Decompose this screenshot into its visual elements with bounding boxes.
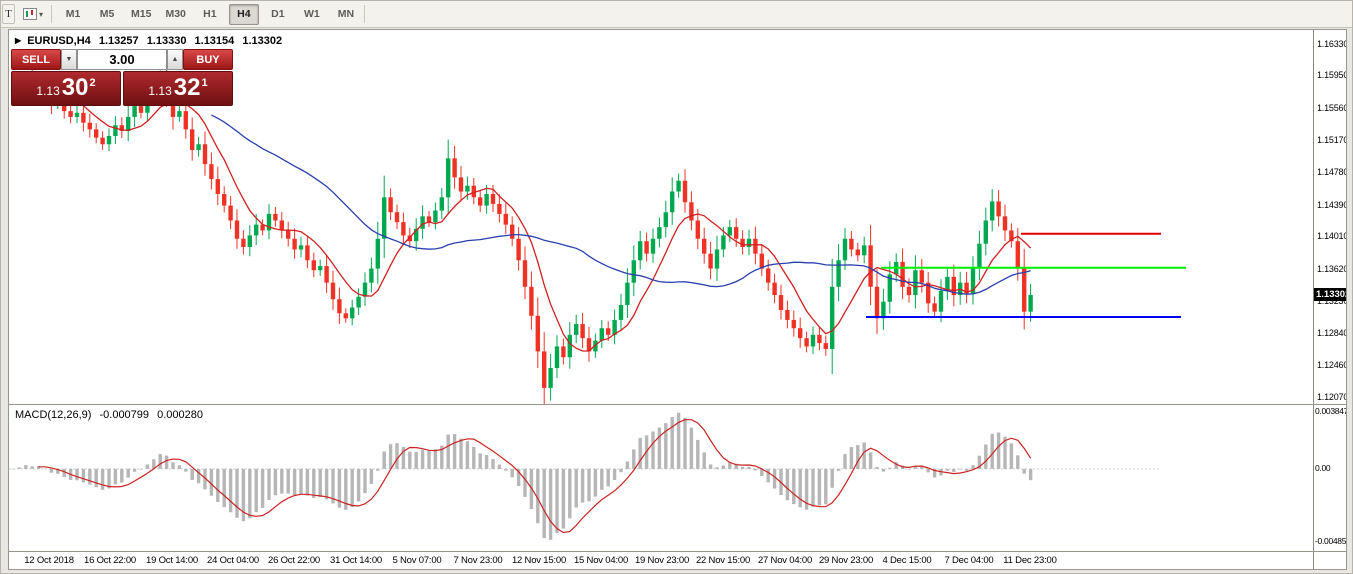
trade-panel-controls: SELL ▼ 3.00 ▲ BUY <box>11 49 233 70</box>
price-axis-label: 1.12840 <box>1317 328 1346 338</box>
macd-scale-zero: 0.00 <box>1315 463 1331 473</box>
main-chart-plot[interactable] <box>9 30 1313 404</box>
price-axis-divider <box>1313 30 1314 569</box>
price-axis-label: 1.14010 <box>1317 231 1346 241</box>
price-axis-label: 1.14780 <box>1317 167 1346 177</box>
price-axis-label: 1.15560 <box>1317 103 1346 113</box>
timeframe-button-m30[interactable]: M30 <box>165 7 186 20</box>
time-axis-label: 31 Oct 14:00 <box>330 555 382 566</box>
bid-price-pip: 2 <box>89 77 96 89</box>
symbol-name: EURUSD,H4 <box>27 35 91 47</box>
price-axis-label: 1.12070 <box>1317 392 1346 402</box>
time-axis-label: 5 Nov 07:00 <box>392 555 442 566</box>
price-axis-label: 1.15950 <box>1317 70 1346 80</box>
macd-scale-min: -0.004856 <box>1315 536 1346 546</box>
sell-button[interactable]: SELL <box>11 49 61 70</box>
volume-increase-button[interactable]: ▲ <box>167 49 183 70</box>
chart-window: ▶ EURUSD,H4 1.13257 1.13330 1.13154 1.13… <box>9 30 1346 569</box>
volume-decrease-button[interactable]: ▼ <box>61 49 77 70</box>
timeframe-button-m5[interactable]: M5 <box>99 7 115 20</box>
macd-value: -0.000799 <box>99 409 150 421</box>
time-axis-label: 29 Nov 23:00 <box>818 555 874 566</box>
timeframe-buttons: M1 M5 M15 M30 H1 H4 D1 W1 MN <box>58 3 361 25</box>
timeframe-button-h4[interactable]: H4 <box>228 3 259 25</box>
macd-signal-value: 0.000280 <box>157 409 203 421</box>
ohlc-close: 1.13302 <box>242 35 283 47</box>
sell-quote[interactable]: 1.13 30 2 <box>11 71 121 106</box>
volume-down-icon: ▼ <box>65 56 73 63</box>
time-axis-label: 24 Oct 04:00 <box>207 555 259 566</box>
toolbar: T ▾ M1 M5 M15 M30 H1 H4 D1 W1 MN <box>1 1 1352 28</box>
bid-price-prefix: 1.13 <box>36 84 60 98</box>
ask-price-big: 32 <box>173 74 201 101</box>
price-axis-label: 1.16330 <box>1317 39 1346 49</box>
volume-up-icon: ▲ <box>171 56 179 63</box>
time-axis-label: 19 Nov 23:00 <box>634 555 690 566</box>
time-axis-label: 27 Nov 04:00 <box>757 555 813 566</box>
macd-scale-max: 0.003847 <box>1315 406 1346 416</box>
timeframe-button-mn[interactable]: MN <box>337 7 355 20</box>
bid-price-big: 30 <box>61 74 89 101</box>
timeframe-button-h1[interactable]: H1 <box>203 7 217 20</box>
ohlc-open: 1.13257 <box>98 35 139 47</box>
price-axis-label: 1.13620 <box>1317 264 1346 274</box>
price-axis-label: 1.13230 <box>1317 296 1346 306</box>
time-axis-label: 12 Nov 15:00 <box>511 555 567 566</box>
symbol-ohlc-line: ▶ EURUSD,H4 1.13257 1.13330 1.13154 1.13… <box>15 35 287 47</box>
time-axis-label: 4 Dec 15:00 <box>882 555 932 566</box>
ask-price-pip: 1 <box>201 77 208 89</box>
time-axis-label: 7 Nov 23:00 <box>453 555 503 566</box>
macd-name: MACD(12,26,9) <box>15 409 92 421</box>
timeframe-button-w1[interactable]: W1 <box>304 7 320 20</box>
chevron-down-icon: ▾ <box>39 9 44 19</box>
time-axis-label: 12 Oct 2018 <box>24 555 74 566</box>
symbol-marker-icon: ▶ <box>15 36 22 45</box>
time-axis-label: 16 Oct 22:00 <box>84 555 136 566</box>
time-axis-label: 7 Dec 04:00 <box>944 555 994 566</box>
time-axis-label: 11 Dec 23:00 <box>1003 555 1057 566</box>
price-axis-label: 1.14390 <box>1317 200 1346 210</box>
one-click-trade-panel: SELL ▼ 3.00 ▲ BUY 1.13 30 2 1.13 32 <box>11 49 233 106</box>
toolbar-button-t[interactable]: T <box>2 4 15 24</box>
ask-price-prefix: 1.13 <box>148 84 172 98</box>
chart-windows-icon <box>23 8 37 20</box>
timeframe-button-m15[interactable]: M15 <box>131 7 152 20</box>
macd-label: MACD(12,26,9) -0.000799 0.000280 <box>15 409 208 421</box>
ohlc-low: 1.13154 <box>194 35 235 47</box>
toolbar-separator <box>51 5 53 23</box>
chart-windows-button[interactable]: ▾ <box>18 3 48 25</box>
macd-indicator-plot[interactable] <box>9 405 1313 551</box>
toolbar-separator <box>363 5 365 23</box>
ohlc-high: 1.13330 <box>146 35 187 47</box>
panel-splitter[interactable] <box>9 404 1346 405</box>
volume-input[interactable]: 3.00 <box>77 49 167 70</box>
timeframe-button-d1[interactable]: D1 <box>271 7 285 20</box>
time-axis-label: 26 Oct 22:00 <box>268 555 320 566</box>
current-price-badge: 1.13302 <box>1314 288 1346 301</box>
time-axis-label: 19 Oct 14:00 <box>146 555 198 566</box>
trade-panel-quotes: 1.13 30 2 1.13 32 1 <box>11 71 233 106</box>
time-axis-divider <box>9 551 1346 552</box>
time-axis-label: 15 Nov 04:00 <box>573 555 629 566</box>
buy-button[interactable]: BUY <box>183 49 233 70</box>
price-axis-label: 1.12460 <box>1317 360 1346 370</box>
buy-quote[interactable]: 1.13 32 1 <box>123 71 233 106</box>
time-axis-label: 22 Nov 15:00 <box>695 555 751 566</box>
price-axis-label: 1.15170 <box>1317 135 1346 145</box>
timeframe-button-m1[interactable]: M1 <box>65 7 81 20</box>
